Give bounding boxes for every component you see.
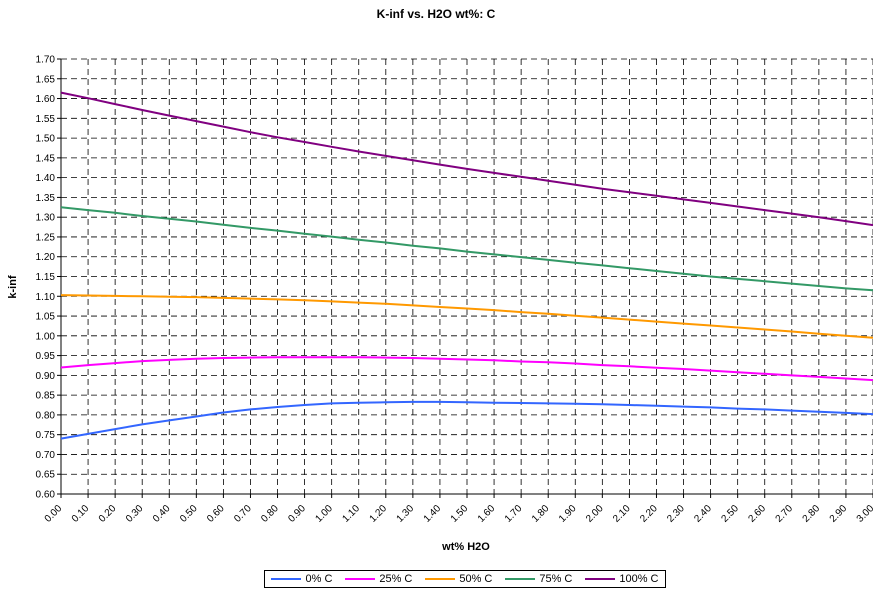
x-tick-label: 0.50	[178, 503, 200, 525]
chart-title: K-inf vs. H2O wt%: C	[377, 7, 496, 21]
y-tick-label: 1.10	[36, 292, 56, 303]
x-tick-label: 0.80	[259, 503, 281, 525]
legend-swatch	[425, 578, 456, 580]
y-tick-label: 1.55	[36, 114, 56, 125]
legend-item: 50% C	[425, 573, 492, 585]
x-tick-label: 0.20	[97, 503, 119, 525]
legend: 0% C 25% C 50% C 75% C 100% C	[264, 570, 666, 588]
y-tick-label: 0.60	[36, 490, 56, 501]
x-tick-label: 1.90	[557, 503, 579, 525]
series-line-0-c	[60, 400, 873, 440]
x-tick-label: 2.90	[828, 503, 850, 525]
legend-swatch	[505, 578, 536, 580]
x-tick-label: 2.10	[611, 503, 633, 525]
x-tick-label: 1.50	[449, 503, 471, 525]
y-tick-label: 1.60	[36, 94, 56, 105]
legend-swatch	[345, 578, 376, 580]
y-tick-label: 1.20	[36, 252, 56, 263]
x-tick-label: 2.30	[665, 503, 687, 525]
y-tick-label: 1.65	[36, 74, 56, 85]
x-tick-label: 1.20	[368, 503, 390, 525]
y-axis-title: k-inf	[7, 275, 19, 299]
x-tick-label: 0.70	[232, 503, 254, 525]
x-tick-label: 1.80	[530, 503, 552, 525]
y-tick-label: 0.65	[36, 470, 56, 481]
x-tick-label: 1.40	[422, 503, 444, 525]
series-line-50-c	[60, 294, 873, 339]
y-tick-label: 0.80	[36, 410, 56, 421]
y-tick-label: 1.35	[36, 193, 56, 204]
grid	[60, 58, 873, 495]
x-tick-label: 1.30	[395, 503, 417, 525]
legend-label: 100% C	[619, 573, 659, 585]
x-tick-label: 2.40	[692, 503, 714, 525]
series-layer	[60, 91, 873, 440]
x-tick-label: 2.00	[584, 503, 606, 525]
y-tick-label: 1.05	[36, 312, 56, 323]
y-tick-label: 0.85	[36, 391, 56, 402]
legend-swatch	[585, 578, 616, 580]
y-tick-label: 0.75	[36, 430, 56, 441]
x-tick-label: 0.30	[124, 503, 146, 525]
x-tick-label: 1.70	[503, 503, 525, 525]
legend-label: 25% C	[379, 573, 413, 585]
x-tick-label: 1.10	[340, 503, 362, 525]
y-tick-label: 0.90	[36, 371, 56, 382]
chart-svg: K-inf vs. H2O wt%: C 0.60 0.65 0.70 0.75 0.8…	[7, 7, 873, 553]
x-tick-label: 2.50	[719, 503, 741, 525]
legend-item: 25% C	[345, 573, 412, 585]
x-tick-label: 2.70	[774, 503, 796, 525]
legend-item: 75% C	[505, 573, 572, 585]
legend-item: 100% C	[585, 573, 659, 585]
y-tick-label: 1.00	[36, 331, 56, 342]
y-tick-label: 1.40	[36, 173, 56, 184]
legend-swatch	[271, 578, 302, 580]
series-line-75-c	[60, 206, 873, 292]
series-line-25-c	[60, 356, 873, 382]
x-tick-label: 0.00	[43, 503, 65, 525]
y-tick-label: 1.25	[36, 232, 56, 243]
legend-item: 0% C	[271, 573, 332, 585]
x-tick-label: 1.00	[313, 503, 335, 525]
y-tick-label: 1.30	[36, 213, 56, 224]
x-tick-label: 0.60	[205, 503, 227, 525]
x-tick-label: 3.00	[855, 503, 873, 525]
x-tick-label: 0.40	[151, 503, 173, 525]
legend-label: 50% C	[459, 573, 493, 585]
x-tick-label: 2.60	[746, 503, 768, 525]
x-tick-label: 1.60	[476, 503, 498, 525]
y-tick-label: 1.45	[36, 153, 56, 164]
series-line-100-c	[60, 91, 873, 227]
y-tick-label: 0.70	[36, 450, 56, 461]
y-tick-label: 1.15	[36, 272, 56, 283]
legend-label: 75% C	[539, 573, 573, 585]
y-tick-label: 1.50	[36, 134, 56, 145]
legend-label: 0% C	[305, 573, 333, 585]
x-axis-title: wt% H2O	[441, 541, 490, 553]
x-tick-label: 2.80	[801, 503, 823, 525]
y-tick-label: 0.95	[36, 351, 56, 362]
x-tick-label: 2.20	[638, 503, 660, 525]
x-tick-label: 0.10	[70, 503, 92, 525]
y-tick-label: 1.70	[36, 55, 56, 66]
x-tick-label: 0.90	[286, 503, 308, 525]
